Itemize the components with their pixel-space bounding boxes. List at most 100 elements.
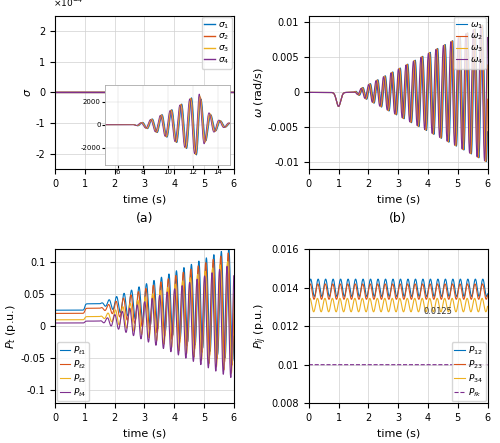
- $P_{12}$: [440, 288, 446, 294]
- $\sigma_3$: [133, 90, 139, 95]
- $\sigma_1$: [186, 90, 192, 95]
- $P_{t1}$: [228, 326, 234, 331]
- Text: (b): (b): [390, 212, 407, 225]
- Line: $\omega_4$: $\omega_4$: [309, 26, 488, 161]
- $\sigma_2$: [228, 90, 234, 95]
- X-axis label: time (s): time (s): [122, 194, 166, 205]
- $\sigma_2$: [94, 90, 100, 95]
- $\sigma_4$: [210, 90, 216, 95]
- $P_{fk}$: [308, 362, 314, 367]
- $\omega_2$: [348, 90, 354, 95]
- $P_{t1}$: [133, 315, 139, 320]
- $\sigma_4$: [52, 90, 58, 95]
- $\sigma_1$: [230, 90, 236, 95]
- $P_{34}$: [483, 309, 489, 315]
- $P_{t3}$: [228, 370, 234, 375]
- $\sigma_2$: [52, 90, 58, 95]
- Y-axis label: $\omega$ (rad/s): $\omega$ (rad/s): [252, 67, 265, 118]
- $P_{12}$: [386, 293, 392, 299]
- $\omega_1$: [484, 129, 490, 134]
- $\sigma_3$: [54, 90, 60, 95]
- $P_{t2}$: [225, 250, 231, 256]
- $P_{t1}$: [186, 309, 192, 314]
- $P_{t4}$: [224, 264, 230, 269]
- $P_{12}$: [348, 292, 354, 297]
- $P_{t4}$: [52, 320, 58, 326]
- $P_{fk}$: [484, 362, 490, 367]
- $P_{34}$: [386, 307, 392, 312]
- $\omega_3$: [440, 56, 446, 62]
- $\sigma_4$: [133, 90, 139, 95]
- $\sigma_1$: [210, 90, 216, 95]
- $\sigma_4$: [94, 90, 100, 95]
- $\omega_1$: [464, 53, 469, 58]
- X-axis label: time (s): time (s): [376, 194, 420, 205]
- $\omega_4$: [386, 82, 392, 88]
- $P_{12}$: [482, 287, 488, 292]
- $P_{t2}$: [230, 311, 236, 317]
- $\sigma_1$: [133, 90, 139, 95]
- $\omega_1$: [308, 90, 314, 95]
- $\omega_1$: [480, 23, 486, 28]
- $P_{t1}$: [226, 245, 232, 251]
- Legend: $\omega_1$, $\omega_2$, $\omega_3$, $\omega_4$: $\omega_1$, $\omega_2$, $\omega_3$, $\om…: [454, 17, 486, 69]
- $\sigma_1$: [94, 90, 100, 95]
- $\omega_1$: [484, 159, 490, 164]
- $P_{t3}$: [94, 314, 100, 319]
- $P_{t4}$: [186, 281, 192, 287]
- $P_{t1}$: [210, 271, 216, 276]
- Line: $P_{34}$: $P_{34}$: [309, 298, 488, 312]
- X-axis label: time (s): time (s): [122, 428, 166, 439]
- $P_{12}$: [484, 291, 490, 297]
- $P_{t3}$: [224, 259, 230, 264]
- $\omega_1$: [386, 106, 392, 112]
- $\sigma_2$: [210, 90, 216, 95]
- $P_{fk}$: [306, 362, 312, 367]
- $\omega_4$: [482, 153, 488, 158]
- $\sigma_3$: [52, 90, 58, 95]
- $\sigma_4$: [186, 90, 192, 95]
- Legend: $P_{t1}$, $P_{t2}$, $P_{t3}$, $P_{t4}$: $P_{t1}$, $P_{t2}$, $P_{t3}$, $P_{t4}$: [57, 342, 90, 401]
- $\sigma_2$: [133, 90, 139, 95]
- $P_{t1}$: [54, 307, 60, 313]
- $\omega_3$: [306, 90, 312, 95]
- Y-axis label: $P_t$ (p.u.): $P_t$ (p.u.): [4, 304, 18, 349]
- $P_{t2}$: [228, 351, 234, 357]
- $P_{34}$: [440, 301, 446, 307]
- $P_{23}$: [484, 293, 490, 298]
- Line: $P_{t3}$: $P_{t3}$: [55, 261, 234, 373]
- $P_{23}$: [464, 284, 469, 289]
- $P_{t1}$: [230, 334, 236, 339]
- Line: $P_{t4}$: $P_{t4}$: [55, 266, 234, 377]
- $P_{t3}$: [54, 317, 60, 323]
- $P_{t2}$: [52, 311, 58, 316]
- $\sigma_4$: [228, 90, 234, 95]
- $P_{t1}$: [52, 307, 58, 313]
- $\sigma_3$: [186, 90, 192, 95]
- $\sigma_1$: [54, 90, 60, 95]
- $P_{fk}$: [440, 362, 446, 367]
- $P_{23}$: [348, 296, 354, 302]
- $\omega_3$: [348, 90, 354, 95]
- $\sigma_1$: [228, 90, 234, 95]
- $P_{34}$: [484, 304, 490, 309]
- Line: $P_{t2}$: $P_{t2}$: [55, 253, 234, 365]
- $P_{12}$: [308, 276, 314, 282]
- $P_{fk}$: [348, 362, 354, 367]
- $\omega_4$: [478, 23, 484, 29]
- $P_{12}$: [472, 276, 478, 282]
- $P_{t4}$: [230, 273, 236, 279]
- $\sigma_3$: [230, 90, 236, 95]
- $P_{t2}$: [54, 311, 60, 316]
- $\omega_4$: [464, 41, 469, 47]
- $P_{fk}$: [386, 362, 392, 367]
- Legend: $\sigma_1$, $\sigma_2$, $\sigma_3$, $\sigma_4$: $\sigma_1$, $\sigma_2$, $\sigma_3$, $\si…: [202, 17, 232, 69]
- $\sigma_2$: [186, 90, 192, 95]
- $P_{t3}$: [210, 265, 216, 271]
- $\omega_4$: [440, 45, 446, 50]
- $\omega_3$: [482, 159, 488, 164]
- $P_{t3}$: [52, 317, 58, 323]
- $P_{t2}$: [229, 362, 235, 368]
- $\omega_1$: [348, 90, 354, 95]
- $\omega_4$: [482, 158, 488, 163]
